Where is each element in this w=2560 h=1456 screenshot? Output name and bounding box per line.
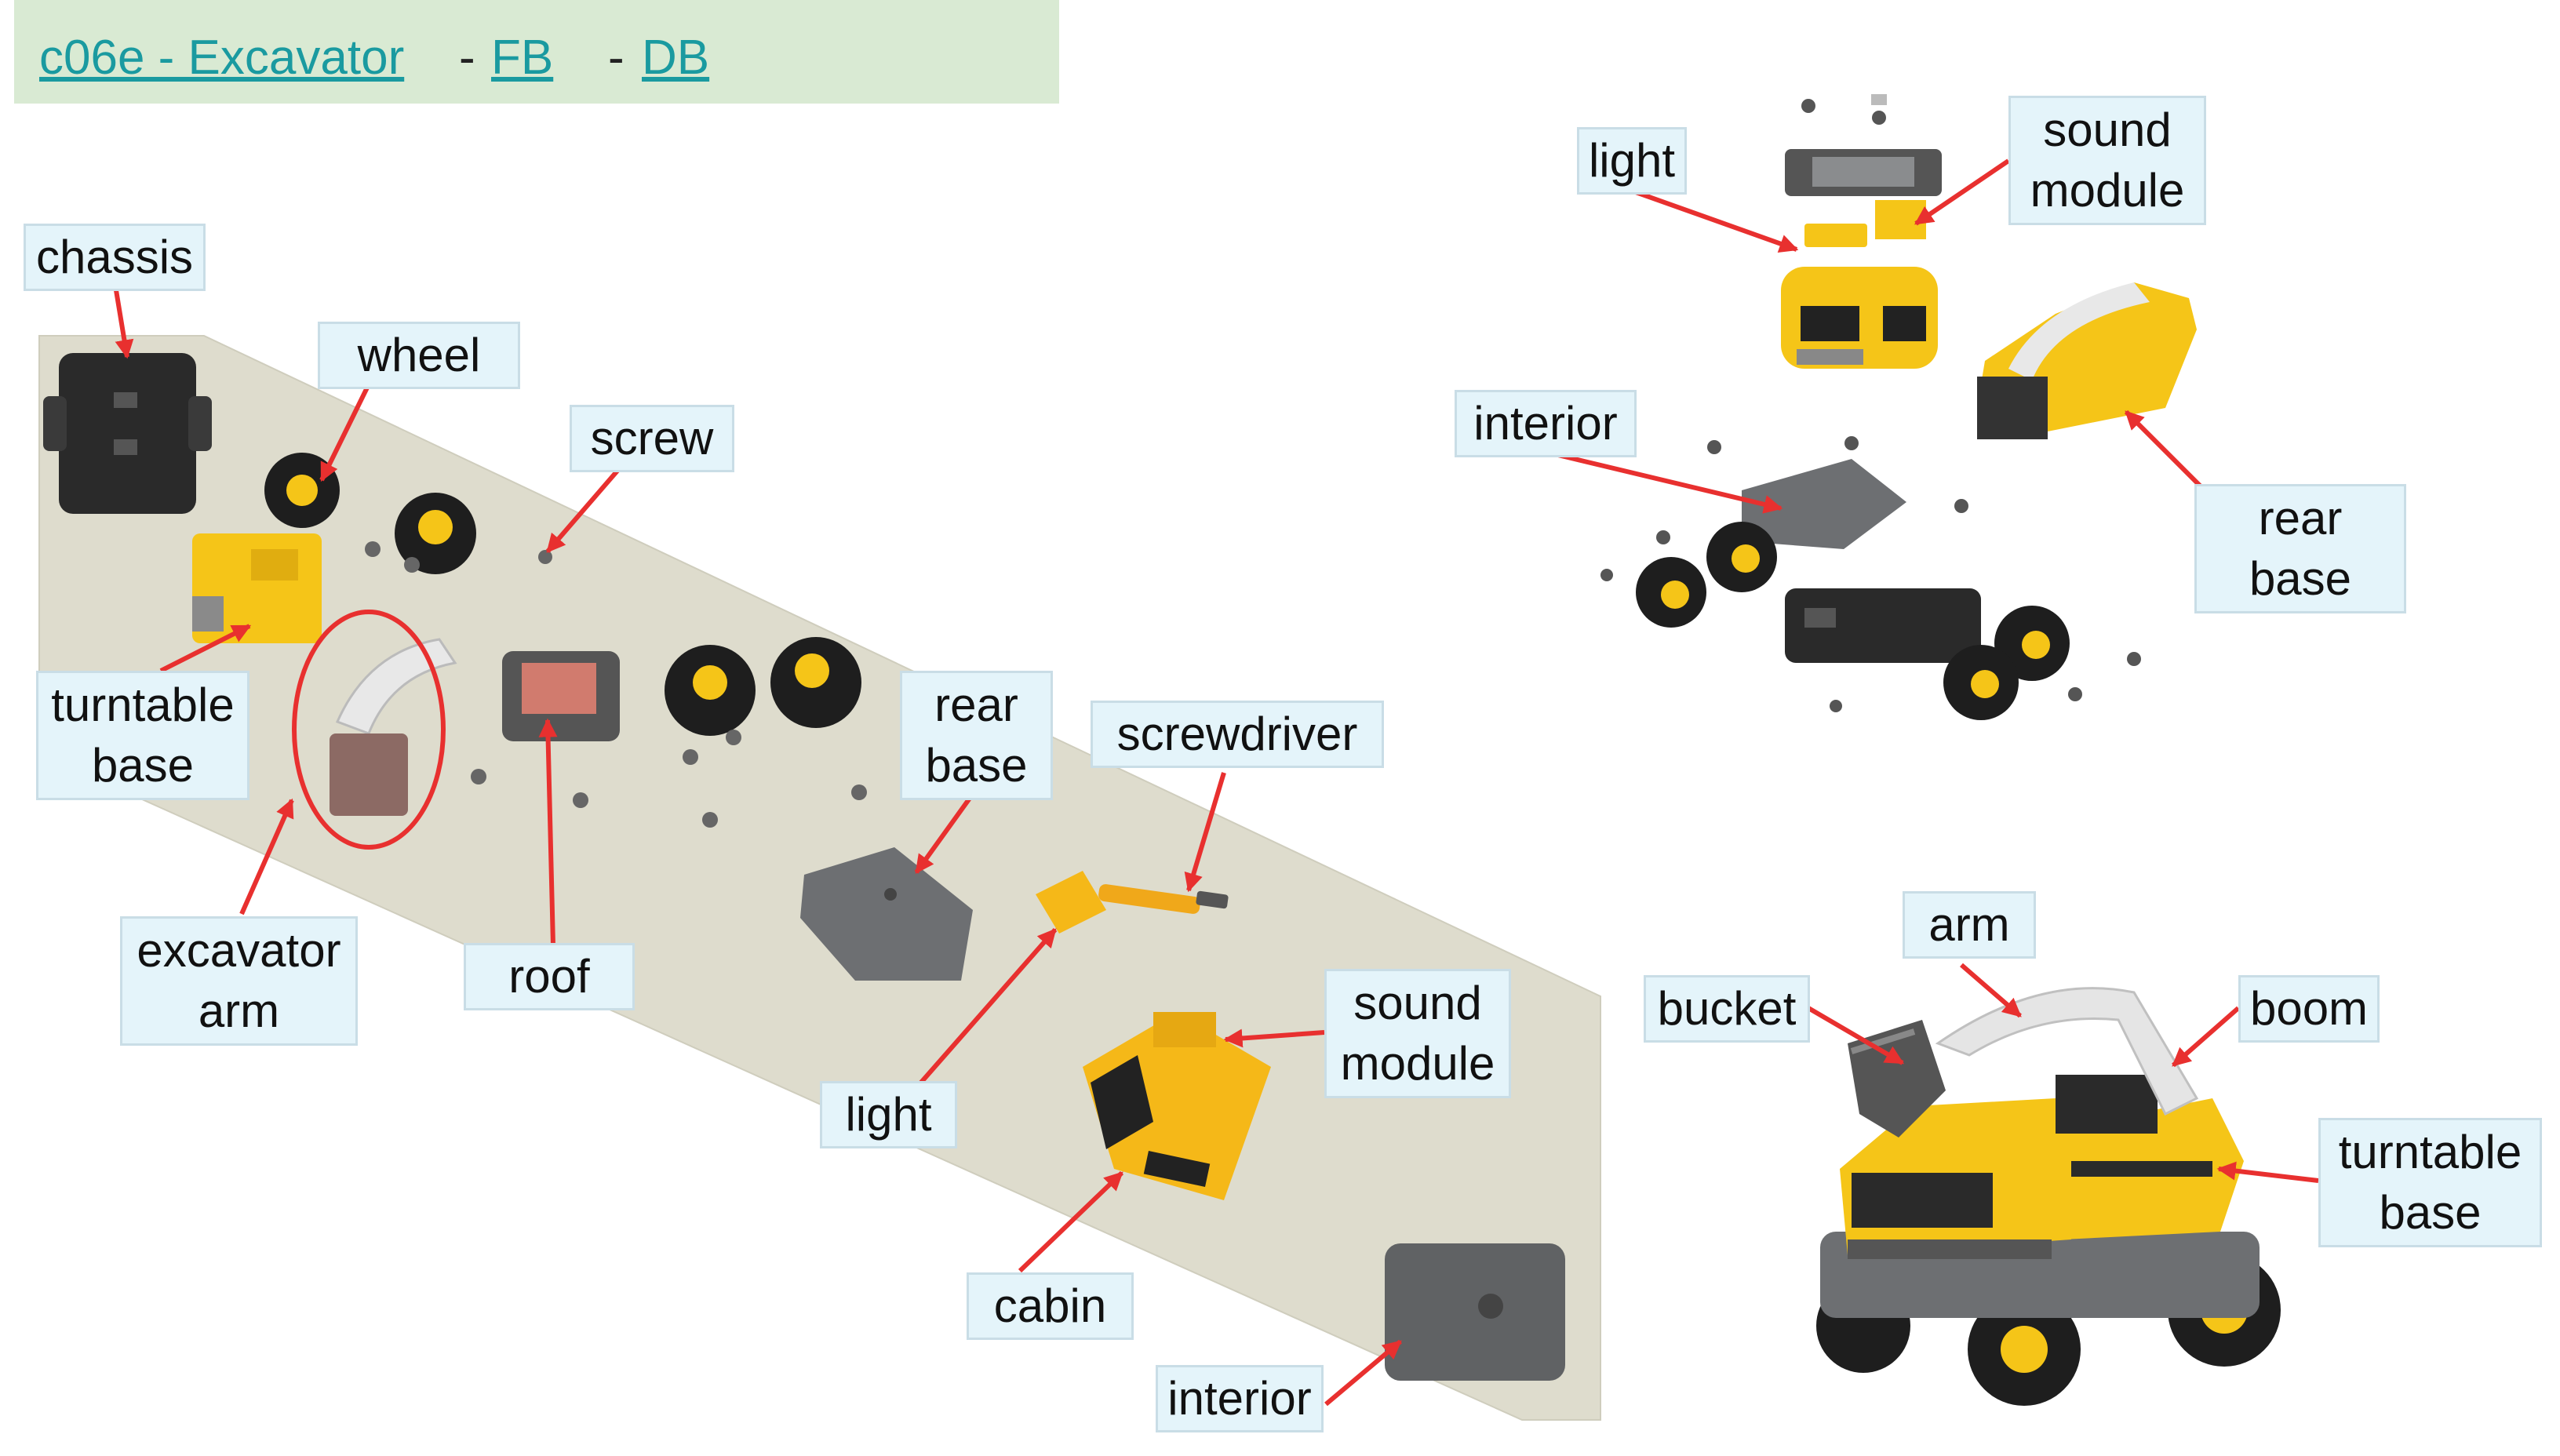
label-exploded-light: light — [1577, 127, 1687, 195]
label-screwdriver: screwdriver — [1091, 701, 1384, 768]
photo-roof — [502, 651, 620, 741]
label-wheel: wheel — [318, 322, 520, 389]
photo-interior — [1385, 1243, 1565, 1381]
label-rear-base: rear base — [900, 671, 1053, 800]
label-bucket: bucket — [1644, 975, 1810, 1043]
label-exploded-rear-base: rear base — [2194, 484, 2406, 613]
label-exploded-interior: interior — [1455, 390, 1637, 457]
label-roof: roof — [464, 943, 635, 1010]
fb-link[interactable]: FB — [491, 31, 554, 85]
label-chassis: chassis — [24, 224, 206, 291]
label-turntable-base: turntable base — [36, 671, 249, 800]
photo-chassis — [43, 353, 212, 514]
photo-light-screwdriver — [1036, 871, 1229, 934]
separator: - — [459, 31, 475, 85]
separator: - — [608, 31, 625, 85]
header-bar — [14, 0, 1059, 104]
label-excavator-arm: excavator arm — [120, 916, 358, 1046]
photo-wheels — [264, 453, 861, 736]
annotation-arrows — [114, 158, 2319, 1407]
db-link[interactable]: DB — [642, 31, 710, 85]
title-link[interactable]: c06e - Excavator — [39, 31, 405, 85]
photo-screws — [365, 541, 867, 828]
label-interior: interior — [1156, 1365, 1324, 1432]
photo-excavator-arm — [292, 610, 457, 850]
label-exploded-sound-module: sound module — [2008, 96, 2206, 225]
assembled-excavator — [1816, 987, 2281, 1406]
photo-turntable-base — [192, 533, 322, 643]
label-boom: boom — [2238, 975, 2380, 1043]
label-sound-module: sound module — [1324, 969, 1511, 1098]
exploded-view — [1600, 94, 2197, 720]
label-screw: screw — [570, 405, 734, 472]
label-cabin: cabin — [967, 1272, 1134, 1340]
label-assembled-turntable-base: turntable base — [2318, 1118, 2542, 1247]
label-arm: arm — [1903, 891, 2036, 959]
photo-rear-base — [800, 847, 973, 981]
photo-cabin — [1083, 1012, 1271, 1200]
label-light: light — [820, 1081, 957, 1148]
